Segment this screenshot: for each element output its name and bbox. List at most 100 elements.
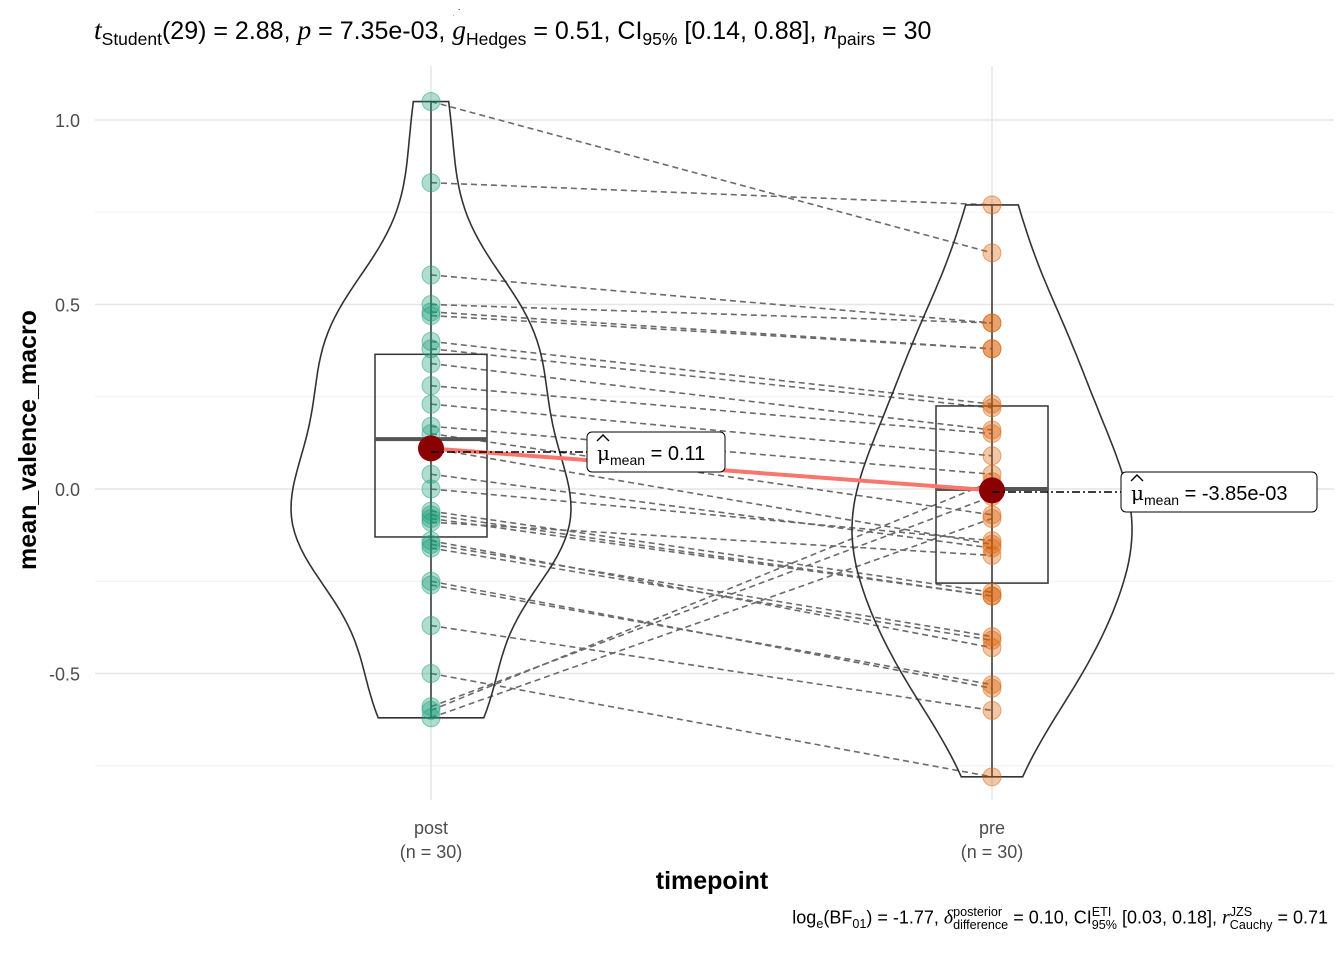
data-point-post: [421, 512, 441, 532]
log-subscript: e: [816, 916, 824, 931]
data-point-post: [421, 394, 441, 414]
pair-line: [430, 624, 993, 712]
pair-line: [430, 347, 993, 409]
pair-line: [430, 311, 993, 350]
data-point-post: [421, 295, 441, 314]
mean-label-post-text: μmean = 0.11: [597, 441, 705, 468]
data-point-pre: [982, 446, 1002, 466]
data-point-post: [421, 616, 441, 636]
data-point-post: [421, 479, 441, 499]
log-label: log: [792, 907, 817, 928]
y-tick-label: 0.5: [55, 296, 80, 316]
data-point-pre: [982, 424, 1002, 444]
pair-line: [430, 672, 993, 778]
data-point-pre: [982, 313, 1002, 333]
mean-label-post-box: [586, 431, 726, 473]
data-point-post: [421, 265, 441, 285]
data-points: [421, 92, 1002, 787]
violins: [290, 100, 1133, 778]
data-point-pre: [982, 339, 1002, 359]
data-point-pre: [982, 700, 1002, 720]
delta-superscript: posterior: [953, 905, 1003, 919]
x-tick-label: post: [414, 818, 448, 838]
data-point-post: [421, 700, 441, 720]
pair-line: [430, 340, 993, 405]
data-point-post: [421, 464, 441, 484]
pair-line: [430, 100, 993, 254]
t-symbol: t: [94, 14, 102, 45]
ci-eti-superscript: ETI: [1091, 905, 1112, 919]
bf-label: (BF: [823, 907, 853, 928]
g-value: = 0.51, CI: [526, 17, 643, 45]
pair-line: [430, 543, 993, 638]
r-subscript: Cauchy: [1229, 917, 1273, 932]
pair-line: [430, 384, 993, 435]
ci-subscript: 95%: [642, 29, 678, 49]
mean-label-pre-hat: [1130, 474, 1144, 482]
pair-line: [430, 432, 993, 516]
x-tick-count: (n = 30): [400, 842, 463, 862]
data-point-post: [421, 306, 441, 326]
violin-pre: [851, 204, 1133, 778]
data-point-post: [421, 416, 441, 436]
data-point-post: [421, 331, 441, 351]
delta-symbol: δ: [943, 906, 954, 929]
ci-value: [0.14, 0.88],: [677, 17, 824, 45]
data-point-post: [421, 173, 441, 193]
chart-caption: loge(BF01) = -1.77, δ posterior difference…: [792, 906, 1328, 931]
data-point-pre: [982, 767, 1002, 787]
y-tick-label: 1.0: [55, 111, 80, 131]
data-point-pre: [982, 545, 1002, 565]
x-tick-count: (n = 30): [961, 842, 1024, 862]
r-superscript: JZS: [1229, 905, 1253, 919]
violin-post: [290, 100, 572, 719]
ci-eti-subscript: 95%: [1091, 917, 1117, 932]
pair-line: [430, 584, 993, 686]
pair-line: [430, 547, 993, 642]
paired-lines: [430, 100, 993, 778]
mean-label-post-hat: [596, 434, 610, 442]
ci-eti-value: [0.03, 0.18],: [1116, 907, 1223, 928]
x-tick-label: pre: [979, 818, 1005, 838]
data-point-pre: [982, 243, 1002, 263]
r-symbol: r: [1222, 906, 1230, 929]
n-value: = 30: [875, 17, 932, 45]
data-point-pre: [982, 675, 1002, 695]
data-point-post: [421, 354, 441, 374]
n-symbol: n: [823, 14, 838, 45]
pair-line: [430, 303, 993, 324]
pair-line: [430, 181, 993, 206]
pair-line: [430, 314, 993, 350]
t-subscript: Student: [101, 29, 162, 49]
n-subscript: pairs: [837, 29, 876, 49]
pair-line: [430, 473, 993, 549]
data-point-pre: [982, 531, 1002, 551]
data-point-post: [421, 664, 441, 683]
data-point-post: [421, 708, 441, 728]
p-symbol: p: [297, 14, 312, 45]
bf-value: ) = -1.77,: [866, 907, 944, 928]
y-tick-label: -0.5: [49, 665, 80, 685]
r-value: = 0.71: [1272, 907, 1328, 928]
bf-subscript: 01: [852, 916, 867, 931]
data-point-pre: [982, 509, 1002, 529]
y-axis-title: mean_valence_macro: [14, 310, 42, 570]
x-axis-ticks: post (n = 30) pre (n = 30): [400, 818, 1024, 862]
pair-line: [430, 403, 993, 457]
y-tick-label: 0.0: [55, 480, 80, 500]
data-point-pre: [982, 538, 1002, 558]
x-axis-title: timepoint: [656, 867, 769, 895]
data-point-post: [421, 376, 441, 396]
mean-point-pre: [979, 477, 1005, 504]
data-point-post: [421, 538, 441, 558]
delta-value: = 0.10, CI: [1008, 907, 1092, 928]
data-point-pre: [982, 398, 1002, 418]
data-point-pre: [982, 586, 1002, 606]
pair-line: [430, 362, 993, 431]
pair-line: [430, 447, 993, 546]
chart-subtitle: tStudent(29) = 2.88, p = 7.35e-03, gHedg…: [94, 14, 931, 50]
data-point-pre: [982, 195, 1002, 215]
data-point-post: [421, 339, 441, 359]
pair-line: [430, 517, 993, 597]
